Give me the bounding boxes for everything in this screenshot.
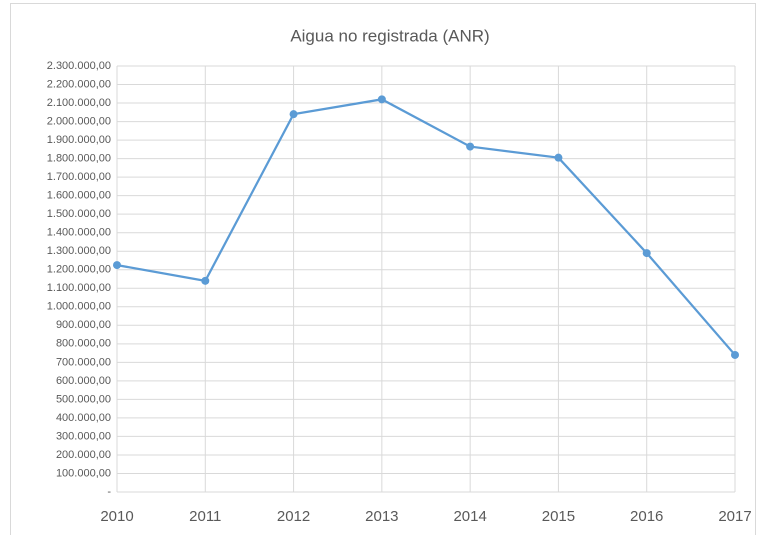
data-point — [642, 249, 651, 258]
y-tick-label: 2.200.000,00 — [47, 78, 111, 90]
x-tick-label: 2017 — [718, 508, 751, 525]
y-tick-label: 1.600.000,00 — [47, 190, 111, 202]
y-tick-label: 600.000,00 — [56, 375, 111, 387]
x-tick-label: 2010 — [100, 508, 133, 525]
x-tick-label: 2015 — [542, 508, 575, 525]
y-tick-label: 1.200.000,00 — [47, 264, 111, 276]
y-tick-label: 200.000,00 — [56, 449, 111, 461]
y-tick-label: 1.500.000,00 — [47, 208, 111, 220]
y-tick-label: 500.000,00 — [56, 393, 111, 405]
y-tick-label: 900.000,00 — [56, 319, 111, 331]
y-tick-label: 300.000,00 — [56, 430, 111, 442]
y-tick-label: 1.800.000,00 — [47, 153, 111, 165]
y-tick-label: 2.100.000,00 — [47, 97, 111, 109]
x-tick-label: 2016 — [630, 508, 663, 525]
data-point — [289, 110, 298, 119]
data-line — [116, 98, 736, 356]
y-tick-label: 1.000.000,00 — [47, 301, 111, 313]
chart-title: Aigua no registrada (ANR) — [290, 26, 489, 45]
y-tick-label: 1.100.000,00 — [47, 282, 111, 294]
y-tick-label: 2.300.000,00 — [47, 60, 111, 72]
data-point — [113, 261, 121, 270]
data-point — [731, 350, 739, 359]
y-tick-label: 1.400.000,00 — [47, 227, 111, 239]
y-tick-label: 1.700.000,00 — [47, 171, 111, 183]
y-tick-label: 1.900.000,00 — [47, 134, 111, 146]
x-tick-label: 2013 — [365, 508, 398, 525]
y-tick-label: 100.000,00 — [56, 467, 111, 479]
data-point — [466, 142, 475, 151]
x-tick-label: 2011 — [189, 508, 221, 525]
x-tick-label: 2014 — [453, 508, 486, 525]
y-tick-label: 800.000,00 — [56, 338, 111, 350]
x-tick-label: 2012 — [277, 508, 310, 525]
y-tick-label: 700.000,00 — [56, 356, 111, 368]
y-tick-label: - — [107, 486, 111, 498]
y-tick-label: 2.000.000,00 — [47, 115, 111, 127]
y-tick-label: 1.300.000,00 — [47, 245, 111, 257]
data-point — [377, 95, 386, 104]
data-point — [201, 276, 210, 285]
data-point — [554, 153, 563, 162]
y-tick-label: 400.000,00 — [56, 412, 111, 424]
